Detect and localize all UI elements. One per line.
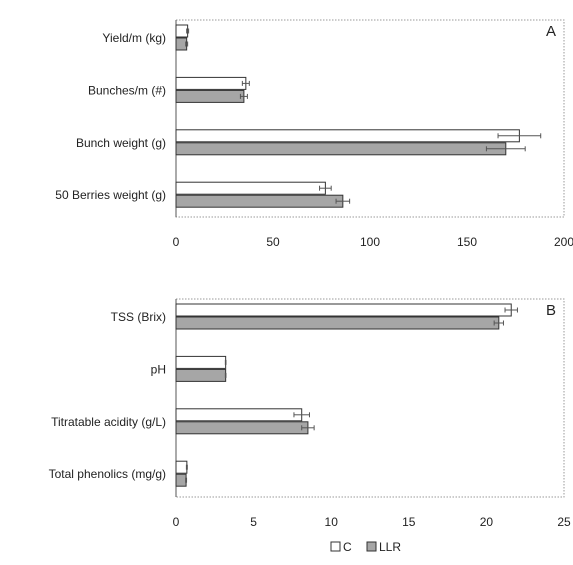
legend-swatch-c (330, 541, 341, 552)
plot-frame (175, 298, 565, 498)
x-tick-label: 0 (173, 235, 180, 249)
x-tick-label: 150 (457, 235, 477, 249)
error-bar (241, 80, 250, 86)
panel-label: B (546, 302, 556, 319)
error-bar (301, 425, 315, 431)
bar-c-1 (175, 24, 189, 38)
bar-c-2 (175, 76, 247, 90)
bar-llr-3 (175, 421, 309, 435)
legend-label-llr: LLR (379, 540, 401, 554)
error-bar (485, 146, 526, 152)
bar-llr-4 (175, 473, 187, 487)
error-bar (335, 198, 351, 204)
category-label: TSS (Brix) (111, 310, 166, 324)
legend-swatch-llr (366, 541, 377, 552)
category-label: Titratable acidity (g/L) (51, 415, 166, 429)
panel-a-chart: A Yield/m (kg) Bunches/m (#) Bunch weight (… (55, 19, 573, 249)
bar-llr-1 (175, 316, 500, 330)
x-tick-label: 200 (554, 235, 573, 249)
bar-llr-3 (175, 142, 507, 156)
legend-label-c: C (343, 540, 352, 554)
error-bar (493, 320, 504, 326)
x-tick-label: 0 (173, 515, 180, 529)
error-bar (224, 372, 227, 378)
error-bar (224, 359, 227, 365)
x-tick-label: 20 (480, 515, 494, 529)
bar-llr-2 (175, 368, 227, 382)
category-label: Total phenolics (mg/g) (49, 467, 166, 481)
error-bar (186, 28, 190, 34)
panel-label: A (546, 23, 556, 40)
error-bar (497, 133, 542, 139)
error-bar (319, 185, 332, 191)
error-bar (504, 307, 518, 313)
x-tick-label: 50 (266, 235, 280, 249)
bar-c-1 (175, 303, 512, 317)
x-tick-label: 25 (557, 515, 571, 529)
bar-llr-2 (175, 89, 245, 103)
bar-c-2 (175, 355, 227, 369)
x-tick-label: 10 (325, 515, 339, 529)
error-bar (185, 41, 189, 47)
error-bar (293, 412, 310, 418)
bar-llr-4 (175, 194, 344, 208)
x-tick-label: 5 (250, 515, 257, 529)
error-bar (239, 93, 248, 99)
category-label: Bunch weight (g) (76, 136, 166, 150)
category-label: 50 Berries weight (g) (55, 188, 166, 202)
panel-b-chart: B TSS (Brix) pH Titratable acidity (g/L) Tot… (49, 298, 571, 529)
bar-c-3 (175, 129, 520, 143)
bar-c-3 (175, 408, 303, 422)
bar-c-4 (175, 460, 188, 474)
category-label: Bunches/m (#) (88, 83, 166, 97)
error-bar (185, 464, 188, 470)
legend: C LLR (330, 540, 401, 554)
x-tick-label: 100 (360, 235, 380, 249)
category-label: Yield/m (kg) (102, 31, 166, 45)
bar-c-4 (175, 181, 326, 195)
category-label: pH (151, 362, 166, 376)
error-bar (185, 477, 188, 483)
x-tick-label: 15 (402, 515, 416, 529)
bar-llr-1 (175, 37, 188, 51)
